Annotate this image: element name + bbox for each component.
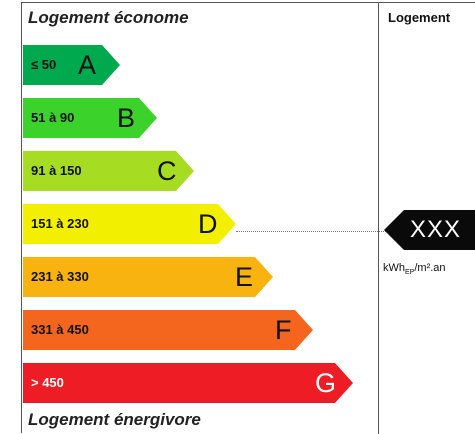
- top-label: Logement économe: [28, 8, 189, 27]
- band-f: 331 à 450 F: [23, 310, 313, 350]
- right-column-header: Logement: [388, 10, 451, 25]
- column-divider: [378, 2, 379, 434]
- band-a-letter: A: [78, 50, 97, 80]
- marker-value: XXX: [410, 216, 462, 243]
- band-a: ≤ 50 A: [23, 45, 120, 85]
- band-b-range: 51 à 90: [31, 110, 75, 125]
- band-g-letter: G: [315, 368, 337, 398]
- marker-leader-line: [236, 231, 386, 232]
- band-d-letter: D: [198, 209, 218, 239]
- band-e-range: 231 à 330: [31, 269, 89, 284]
- band-d-range: 151 à 230: [31, 216, 89, 231]
- band-f-range: 331 à 450: [31, 322, 89, 337]
- band-e: 231 à 330 E: [23, 257, 273, 297]
- band-c-range: 91 à 150: [31, 163, 82, 178]
- unit-label: kWhEP/m².an: [383, 262, 446, 277]
- band-b-letter: B: [117, 103, 136, 133]
- band-c-letter: C: [157, 156, 177, 186]
- consumption-marker: XXX: [384, 210, 475, 250]
- band-d: 151 à 230 D: [23, 204, 236, 244]
- band-g: > 450 G: [23, 363, 353, 403]
- band-e-letter: E: [235, 262, 254, 292]
- band-c: 91 à 150 C: [23, 151, 194, 191]
- band-b: 51 à 90 B: [23, 98, 157, 138]
- band-g-range: > 450: [31, 375, 64, 390]
- label-frame: [21, 2, 475, 433]
- bottom-label: Logement énergivore: [28, 410, 201, 429]
- band-a-range: ≤ 50: [31, 57, 57, 72]
- band-f-letter: F: [275, 315, 292, 345]
